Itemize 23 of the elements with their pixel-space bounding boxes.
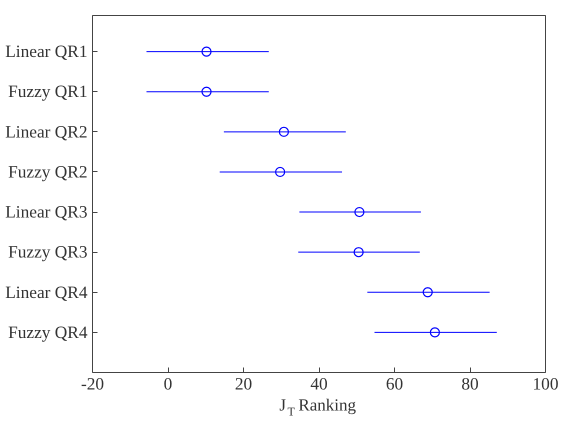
x-tick-label: -20 [80, 374, 104, 394]
y-tick-label: Linear QR1 [5, 42, 88, 62]
point [422, 287, 433, 298]
point [278, 126, 289, 137]
point [354, 247, 364, 258]
point [201, 46, 212, 57]
x-tick-label: 40 [310, 374, 328, 394]
y-tick-label: Fuzzy QR2 [8, 162, 88, 182]
y-tick-label: Linear QR4 [5, 282, 88, 302]
point [354, 206, 364, 218]
y-tick-label: Fuzzy QR1 [8, 82, 88, 102]
x-tick-label: 60 [386, 374, 404, 394]
x-tick-label: 20 [234, 374, 252, 394]
x-tick-label: 100 [532, 374, 559, 394]
y-tick-label: Linear QR3 [5, 202, 88, 222]
y-tick-label: Fuzzy QR4 [8, 322, 88, 342]
point [201, 86, 212, 97]
point [275, 166, 286, 178]
x-tick-label: 80 [461, 374, 479, 394]
y-tick-label: Fuzzy QR3 [8, 242, 88, 262]
x-tick-label: 0 [164, 374, 172, 394]
point [430, 327, 440, 338]
y-tick-label: Linear QR2 [5, 122, 88, 142]
